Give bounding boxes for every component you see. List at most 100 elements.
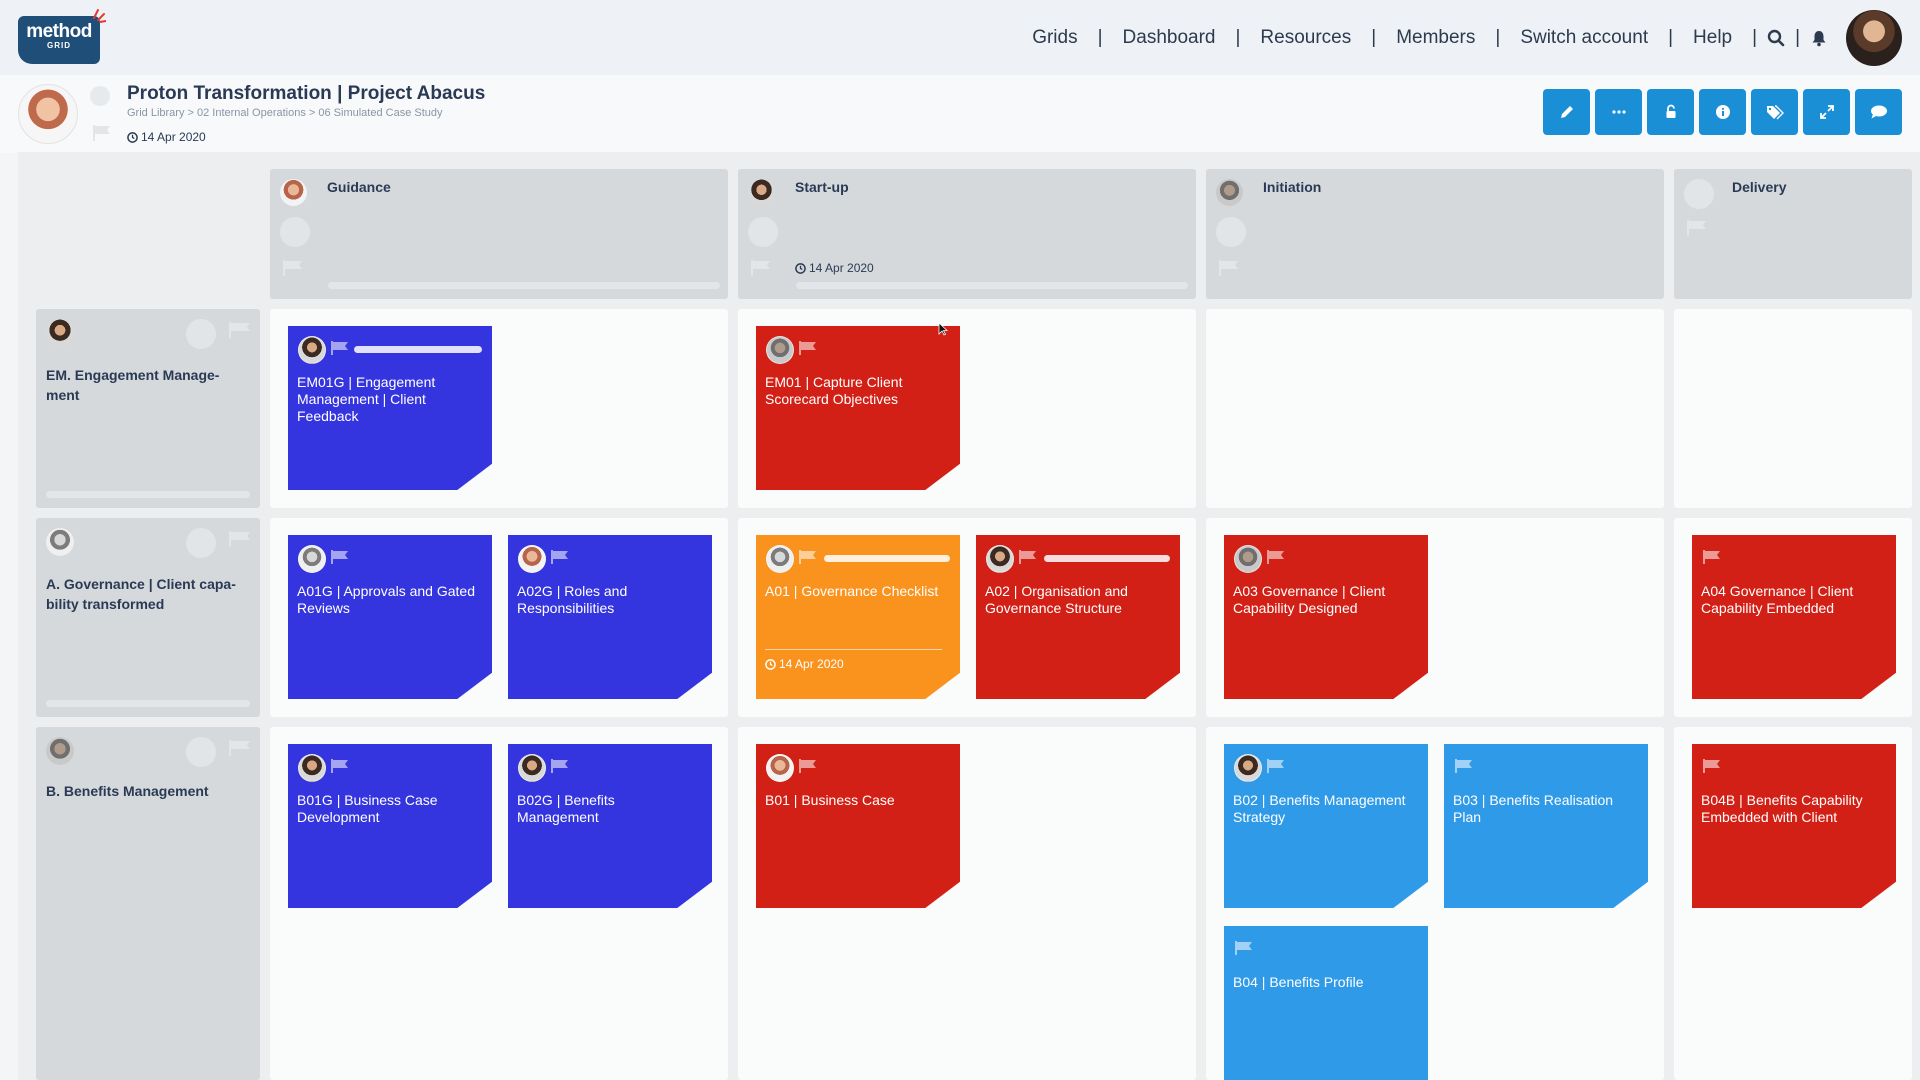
nav-help[interactable]: Help xyxy=(1693,27,1733,48)
column-header-initiation[interactable]: Initiation xyxy=(1206,169,1664,299)
progress-bar xyxy=(796,282,1188,289)
grid-card[interactable]: A01G | Approvals and Gated Reviews xyxy=(288,535,492,699)
user-avatar[interactable] xyxy=(1846,10,1902,66)
flag-icon[interactable] xyxy=(330,340,350,356)
flag-icon[interactable] xyxy=(550,549,570,565)
flag-icon[interactable] xyxy=(1702,549,1722,565)
flag-icon[interactable] xyxy=(228,321,252,339)
status-dot[interactable] xyxy=(280,217,310,247)
flag-icon[interactable] xyxy=(550,758,570,774)
grid-card[interactable]: B02 | Benefits Management Strategy xyxy=(1224,744,1428,908)
card-owner-avatar[interactable] xyxy=(766,336,794,364)
expand-button[interactable] xyxy=(1803,89,1850,135)
grid-card[interactable]: EM01 | Capture Client Scorecard Objectiv… xyxy=(756,326,960,490)
row-owner-avatar[interactable] xyxy=(46,737,74,765)
method-grid-logo[interactable]: method GRID xyxy=(18,16,100,64)
card-owner-avatar[interactable] xyxy=(766,545,794,573)
search-icon[interactable] xyxy=(1757,29,1795,47)
grid-card[interactable]: EM01G | Engagement Management | Client F… xyxy=(288,326,492,490)
unlock-button[interactable] xyxy=(1647,89,1694,135)
grid-cell[interactable] xyxy=(1674,309,1912,508)
flag-icon[interactable] xyxy=(1218,259,1240,277)
nav-separator: | xyxy=(1235,27,1241,48)
status-dot[interactable] xyxy=(748,217,778,247)
grid-card[interactable]: B02G | Benefits Management xyxy=(508,744,712,908)
flag-icon[interactable] xyxy=(330,758,350,774)
grid-cell[interactable] xyxy=(1206,309,1664,508)
logo-text: method xyxy=(26,21,92,42)
flag-icon[interactable] xyxy=(1266,758,1286,774)
edit-button[interactable] xyxy=(1543,89,1590,135)
status-dot[interactable] xyxy=(1216,217,1246,247)
main-nav: Grids | Dashboard | Resources | Members … xyxy=(1012,24,1838,52)
row-header-engagement-management[interactable]: EM. Engagement Manage-ment xyxy=(36,309,260,508)
grid-card[interactable]: B01G | Business Case Development xyxy=(288,744,492,908)
grid-card[interactable]: A02G | Roles and Responsibilities xyxy=(508,535,712,699)
flag-icon[interactable] xyxy=(228,530,252,548)
card-owner-avatar[interactable] xyxy=(298,336,326,364)
row-owner-avatar[interactable] xyxy=(46,319,74,347)
flag-icon[interactable] xyxy=(1266,549,1286,565)
more-icon xyxy=(1611,110,1626,114)
nav-members[interactable]: Members xyxy=(1396,27,1476,48)
card-owner-avatar[interactable] xyxy=(986,545,1014,573)
flag-icon[interactable] xyxy=(1454,758,1474,774)
row-header-governance[interactable]: A. Governance | Client capa-bility trans… xyxy=(36,518,260,717)
comment-button[interactable] xyxy=(1855,89,1902,135)
card-owner-avatar[interactable] xyxy=(766,754,794,782)
flag-icon[interactable] xyxy=(330,549,350,565)
card-owner-avatar[interactable] xyxy=(518,545,546,573)
flag-icon[interactable] xyxy=(798,758,818,774)
flag-icon[interactable] xyxy=(750,259,772,277)
column-owner-avatar[interactable] xyxy=(1216,179,1243,206)
flag-icon[interactable] xyxy=(1686,219,1708,237)
column-owner-avatar[interactable] xyxy=(748,179,775,206)
grid-card[interactable]: A01 | Governance Checklist 14 Apr 2020 xyxy=(756,535,960,699)
grid-card[interactable]: B01 | Business Case xyxy=(756,744,960,908)
bell-icon[interactable] xyxy=(1800,29,1838,47)
status-dot[interactable] xyxy=(90,86,110,106)
card-owner-avatar[interactable] xyxy=(1234,545,1262,573)
grid-card[interactable]: B03 | Benefits Realisation Plan xyxy=(1444,744,1648,908)
clock-icon xyxy=(127,131,138,143)
column-header-delivery[interactable]: Delivery xyxy=(1674,169,1912,299)
info-button[interactable] xyxy=(1699,89,1746,135)
card-date: 14 Apr 2020 xyxy=(765,657,844,671)
status-dot[interactable] xyxy=(186,528,216,558)
status-dot[interactable] xyxy=(186,319,216,349)
project-owner-avatar[interactable] xyxy=(18,84,78,144)
card-owner-avatar[interactable] xyxy=(1234,754,1262,782)
row-owner-avatar[interactable] xyxy=(46,528,74,556)
card-title: B02 | Benefits Management Strategy xyxy=(1233,792,1406,825)
grid-card[interactable]: A02 | Organisation and Governance Struct… xyxy=(976,535,1180,699)
card-owner-avatar[interactable] xyxy=(518,754,546,782)
status-dot[interactable] xyxy=(1684,179,1714,209)
tags-button[interactable] xyxy=(1751,89,1798,135)
nav-resources[interactable]: Resources xyxy=(1260,27,1352,48)
flag-icon[interactable] xyxy=(1018,549,1038,565)
column-header-guidance[interactable]: Guidance xyxy=(270,169,728,299)
card-owner-avatar[interactable] xyxy=(298,545,326,573)
flag-icon[interactable] xyxy=(1234,940,1254,956)
column-header-start-up[interactable]: Start-up 14 Apr 2020 xyxy=(738,169,1196,299)
status-dot[interactable] xyxy=(186,737,216,767)
card-title: A04 Governance | Client Capability Embed… xyxy=(1701,583,1854,616)
nav-grids[interactable]: Grids xyxy=(1032,27,1078,48)
grid-card[interactable]: B04 | Benefits Profile xyxy=(1224,926,1428,1080)
flag-icon[interactable] xyxy=(92,124,112,142)
flag-icon[interactable] xyxy=(798,340,818,356)
nav-switch-account[interactable]: Switch account xyxy=(1520,27,1649,48)
card-owner-avatar[interactable] xyxy=(298,754,326,782)
column-owner-avatar[interactable] xyxy=(280,179,307,206)
flag-icon[interactable] xyxy=(282,259,304,277)
grid-card[interactable]: A03 Governance | Client Capability Desig… xyxy=(1224,535,1428,699)
flag-icon[interactable] xyxy=(798,549,818,565)
row-header-benefits-management[interactable]: B. Benefits Management xyxy=(36,727,260,1080)
flag-icon[interactable] xyxy=(228,739,252,757)
breadcrumb[interactable]: Grid Library > 02 Internal Operations > … xyxy=(127,107,443,119)
nav-dashboard[interactable]: Dashboard xyxy=(1122,27,1216,48)
grid-card[interactable]: A04 Governance | Client Capability Embed… xyxy=(1692,535,1896,699)
grid-card[interactable]: B04B | Benefits Capability Embedded with… xyxy=(1692,744,1896,908)
more-button[interactable] xyxy=(1595,89,1642,135)
flag-icon[interactable] xyxy=(1702,758,1722,774)
